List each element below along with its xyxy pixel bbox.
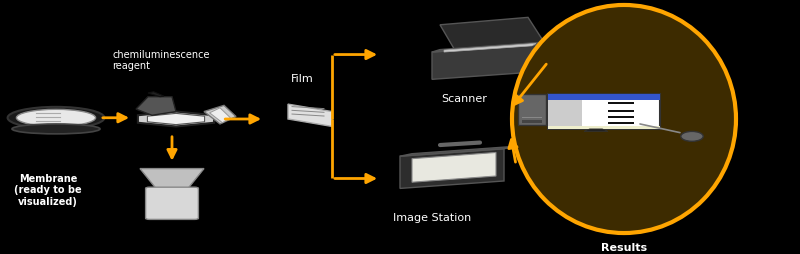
- Polygon shape: [204, 105, 236, 124]
- Polygon shape: [136, 97, 176, 115]
- Polygon shape: [148, 92, 164, 97]
- Text: Scanner: Scanner: [441, 94, 487, 104]
- Ellipse shape: [17, 109, 96, 126]
- Text: Image Station: Image Station: [393, 213, 471, 223]
- Ellipse shape: [12, 124, 100, 134]
- Bar: [608, 122, 634, 124]
- Polygon shape: [400, 146, 516, 156]
- Bar: [518, 94, 546, 125]
- Polygon shape: [140, 169, 204, 188]
- FancyBboxPatch shape: [146, 187, 198, 219]
- Polygon shape: [412, 152, 496, 182]
- Bar: [608, 116, 634, 118]
- Polygon shape: [432, 45, 536, 79]
- Bar: [522, 117, 542, 118]
- Ellipse shape: [681, 131, 703, 141]
- Text: Film: Film: [291, 74, 314, 84]
- Ellipse shape: [512, 5, 736, 233]
- Text: Results: Results: [601, 243, 647, 253]
- Bar: [548, 94, 660, 129]
- Polygon shape: [440, 17, 544, 52]
- Polygon shape: [288, 104, 332, 126]
- Polygon shape: [584, 129, 608, 131]
- Polygon shape: [432, 42, 544, 52]
- Polygon shape: [210, 108, 230, 123]
- Bar: [608, 102, 634, 104]
- Bar: [522, 120, 542, 123]
- Polygon shape: [147, 113, 205, 125]
- Bar: [548, 126, 660, 129]
- Polygon shape: [444, 43, 536, 52]
- Bar: [548, 100, 582, 126]
- Bar: [608, 110, 634, 112]
- Polygon shape: [400, 149, 504, 188]
- Bar: [548, 94, 660, 100]
- Text: Membrane
(ready to be
visualized): Membrane (ready to be visualized): [14, 173, 82, 207]
- Text: chemiluminescence
reagent: chemiluminescence reagent: [112, 50, 210, 71]
- Ellipse shape: [8, 107, 104, 129]
- Polygon shape: [138, 112, 214, 126]
